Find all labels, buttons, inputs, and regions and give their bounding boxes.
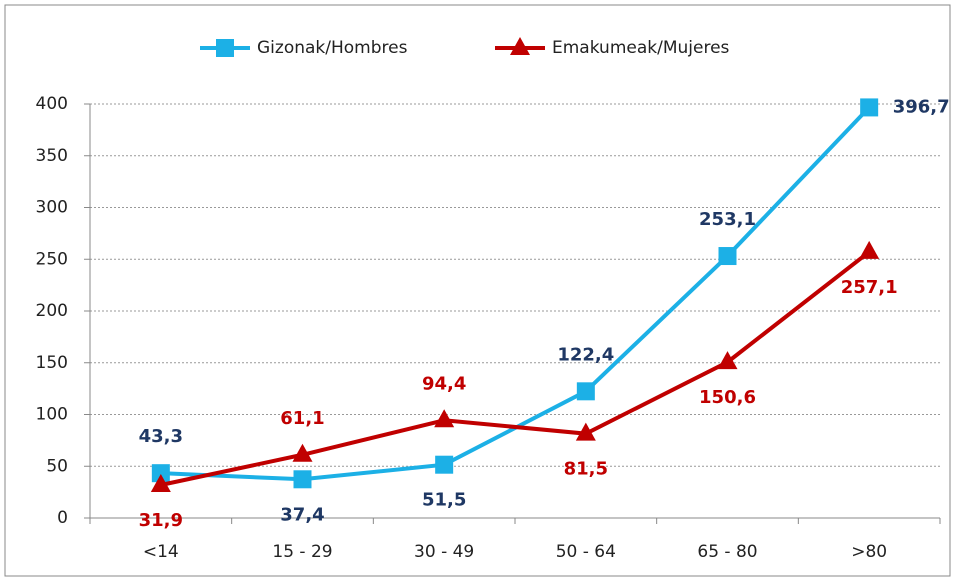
data-point [717, 351, 738, 370]
data-point [434, 409, 455, 428]
data-point [293, 470, 312, 489]
data-label: 43,3 [139, 426, 183, 447]
x-tick-label: 65 - 80 [697, 542, 757, 562]
y-tick-label: 350 [36, 146, 68, 166]
data-label: 61,1 [280, 408, 324, 429]
data-label: 94,4 [422, 373, 466, 394]
x-tick-label: 30 - 49 [414, 542, 474, 562]
y-tick-label: 300 [36, 198, 68, 218]
y-tick-label: 50 [46, 456, 68, 476]
data-label: 37,4 [280, 504, 324, 525]
legend-label: Emakumeak/Mujeres [552, 38, 730, 58]
data-point [150, 473, 171, 492]
x-tick-label: 50 - 64 [556, 542, 616, 562]
y-tick-label: 100 [36, 405, 68, 425]
x-tick-label: >80 [851, 542, 887, 562]
chart-frame [4, 4, 951, 577]
data-point [435, 455, 454, 474]
series-line [160, 250, 871, 487]
x-tick-label: 15 - 29 [272, 542, 332, 562]
data-label: 122,4 [557, 344, 614, 365]
data-point [151, 464, 170, 483]
x-tick-label: <14 [143, 542, 179, 562]
data-point [860, 98, 879, 117]
data-point [718, 247, 737, 266]
legend-label: Gizonak/Hombres [257, 38, 408, 58]
legend-marker [216, 39, 234, 57]
data-label: 31,9 [139, 510, 183, 531]
data-label: 257,1 [841, 277, 898, 298]
y-tick-label: 150 [36, 353, 68, 373]
data-label: 51,5 [422, 490, 466, 511]
y-tick-label: 400 [36, 94, 68, 114]
data-label: 150,6 [699, 387, 756, 408]
data-point [859, 240, 880, 259]
y-tick-label: 200 [36, 301, 68, 321]
data-label: 253,1 [699, 209, 756, 230]
data-point [575, 422, 596, 441]
data-label: 81,5 [564, 459, 608, 480]
data-label: 396,7 [893, 96, 950, 117]
legend-marker [510, 37, 530, 55]
data-point [576, 382, 595, 401]
y-tick-label: 250 [36, 249, 68, 269]
y-tick-label: 0 [57, 508, 68, 528]
data-point [292, 443, 313, 462]
